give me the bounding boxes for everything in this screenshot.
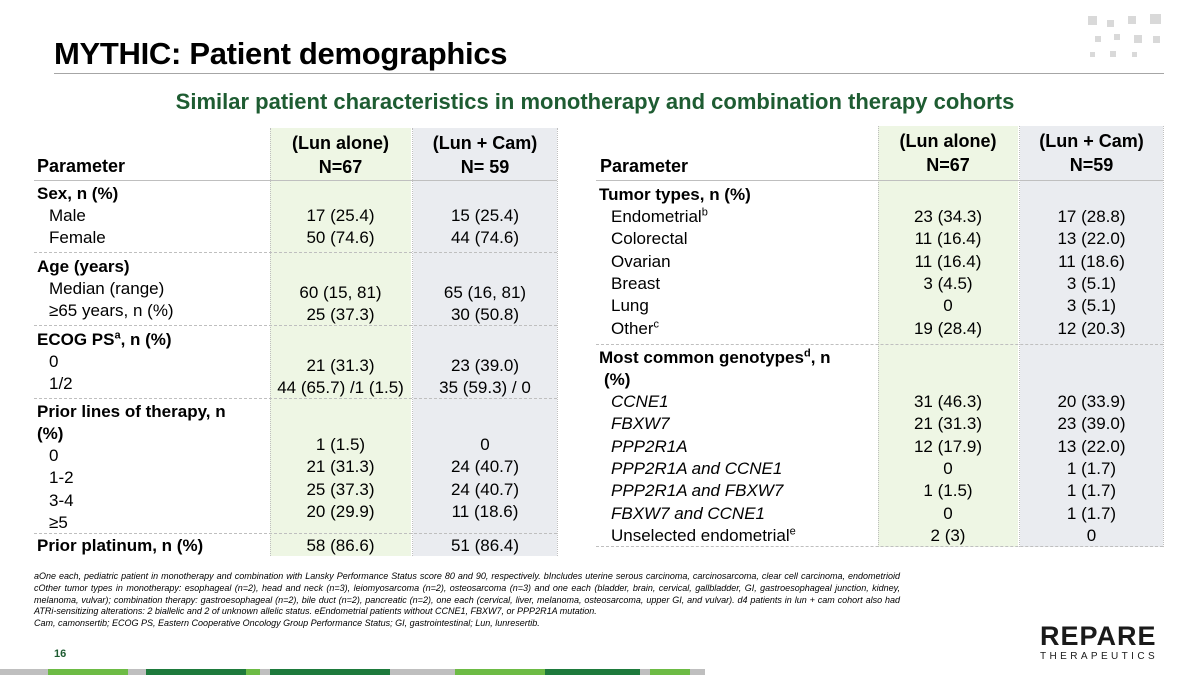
left-col2-prior-lines: 0 24 (40.7) 24 (40.7) 11 (18.6) xyxy=(450,435,520,521)
left-group-label-sex: Sex, n (%) xyxy=(37,184,119,203)
tumor-row-col1: 0 xyxy=(943,296,953,316)
tumor-row-name: Breast xyxy=(611,273,661,293)
tumor-row-col2: 12 (20.3) xyxy=(1057,318,1126,338)
tumor-row-col2: 3 (5.1) xyxy=(1066,273,1117,293)
left-group-label-prior-lines: Prior lines of therapy, n (%) xyxy=(37,402,226,444)
tumor-row-col1: 23 (34.3) xyxy=(913,207,983,226)
left-col2-ecog: 23 (39.0) 35 (59.3) / 0 xyxy=(439,356,531,398)
tumor-row-col1: 11 (16.4) xyxy=(914,229,982,249)
left-col2-bg xyxy=(413,128,557,556)
left-group-rows-age: Median (range) ≥65 years, n (%) xyxy=(49,279,174,321)
genotypes-row-col2: 23 (39.0) xyxy=(1057,414,1126,434)
tumor-row-name: Ovarian xyxy=(611,251,671,271)
genotypes-row-name: FBXW7 and CCNE1 xyxy=(611,503,765,523)
genotypes-row-col2: 20 (33.9) xyxy=(1057,392,1126,411)
right-col1-header: (Lun alone) N=67 xyxy=(899,131,997,175)
left-col1-header: (Lun alone) N=67 xyxy=(292,133,389,177)
left-col1-sex: 17 (25.4) 50 (74.6) xyxy=(306,206,375,248)
footnote-abbreviations: Cam, camonsertib; ECOG PS, Eastern Coope… xyxy=(34,618,540,629)
left-group-rows-ecog: 0 1/2 xyxy=(49,352,73,394)
tumor-row-name: Colorectal xyxy=(611,229,688,249)
left-col1-prior-platinum: 58 (86.6) xyxy=(306,536,375,555)
genotypes-row-col1: 12 (17.9) xyxy=(913,436,983,456)
right-col2-bg xyxy=(1020,126,1163,547)
right-col2-header: (Lun + Cam) N=59 xyxy=(1039,131,1144,175)
left-group-label-age: Age (years) xyxy=(37,257,130,276)
left-group-rows-sex: Male Female xyxy=(49,206,106,248)
company-logo: REPARE THERAPEUTICS xyxy=(1040,622,1160,663)
logo-wordmark: REPARE xyxy=(1040,621,1157,651)
left-group-label-prior-platinum: Prior platinum, n (%) xyxy=(37,536,204,555)
left-col2-age: 65 (16, 81) 30 (50.8) xyxy=(443,283,527,325)
left-group-rows-prior-lines: 0 1-2 3-4 ≥5 xyxy=(49,446,74,532)
left-group-label-ecog: ECOG PSa, n (%) xyxy=(37,329,172,349)
tumor-row-name: Lung xyxy=(611,296,649,316)
genotypes-row-col2: 1 (1.7) xyxy=(1066,481,1117,501)
genotypes-row-name: PPP2R1A and FBXW7 xyxy=(611,481,784,501)
footnotes: aOne each, pediatric patient in monother… xyxy=(34,571,900,630)
left-col2-header: (Lun + Cam) N= 59 xyxy=(432,133,538,177)
genotypes-row-name: PPP2R1A and CCNE1 xyxy=(611,458,783,478)
page-title: MYTHIC: Patient demographics xyxy=(54,36,508,71)
tumor-row-col1: 19 (28.4) xyxy=(913,318,983,338)
left-param-header: Parameter xyxy=(37,156,126,176)
decorative-dot-grid xyxy=(1088,14,1168,60)
tumor-row-col2: 13 (22.0) xyxy=(1057,229,1126,249)
genotypes-row-col2: 0 xyxy=(1086,525,1097,545)
genotypes-row-col1: 1 (1.5) xyxy=(923,481,973,501)
bottom-color-bar xyxy=(0,669,1200,675)
tumor-row-col1: 11 (16.4) xyxy=(914,251,982,271)
genotypes-row-col1: 31 (46.3) xyxy=(913,392,983,411)
right-param-header: Parameter xyxy=(600,156,689,176)
logo-tagline: THERAPEUTICS xyxy=(1040,651,1159,662)
left-col2-prior-platinum: 51 (86.4) xyxy=(450,536,520,555)
genotypes-row-col1: 0 xyxy=(943,503,953,523)
genotypes-row-col1: 2 (3) xyxy=(930,525,966,545)
title-divider xyxy=(54,73,1164,74)
genotypes-row-col2: 1 (1.7) xyxy=(1066,503,1117,523)
genotypes-row-col2: 1 (1.7) xyxy=(1066,458,1117,478)
tumor-row-col2: 11 (18.6) xyxy=(1058,251,1125,271)
genotypes-row-name: Unselected endometriale xyxy=(611,525,796,545)
left-col1-bg xyxy=(270,128,411,556)
tumor-row-col2: 17 (28.8) xyxy=(1057,207,1126,226)
left-col1-prior-lines: 1 (1.5) 21 (31.3) 25 (37.3) 20 (29.9) xyxy=(306,435,375,521)
tumor-row-col1: 3 (4.5) xyxy=(923,273,973,293)
tumor-row-name: Endometrialb xyxy=(611,206,708,226)
tumor-row-name: Otherc xyxy=(611,317,660,338)
right-genotype-label: Most common genotypesd, n xyxy=(599,347,831,367)
genotypes-row-name: CCNE1 xyxy=(611,392,669,411)
right-col1-bg xyxy=(878,126,1018,547)
page-number: 16 xyxy=(54,648,67,660)
genotypes-row-col1: 21 (31.3) xyxy=(913,414,983,434)
left-col1-age: 60 (15, 81) 25 (37.3) xyxy=(299,283,382,325)
slide-subtitle: Similar patient characteristics in monot… xyxy=(175,89,1015,114)
tumor-row-col2: 3 (5.1) xyxy=(1066,296,1117,316)
genotypes-row-col2: 13 (22.0) xyxy=(1057,436,1126,456)
right-tumor-label: Tumor types, n (%) xyxy=(599,185,751,204)
left-col1-ecog: 21 (31.3) 44 (65.7) /1 (1.5) xyxy=(277,356,404,398)
genotypes-row-name: PPP2R1A xyxy=(611,436,688,456)
footnote-main: aOne each, pediatric patient in monother… xyxy=(34,571,900,617)
left-col2-sex: 15 (25.4) 44 (74.6) xyxy=(450,206,520,248)
right-genotype-label-line2: (%) xyxy=(604,370,631,389)
genotypes-row-name: FBXW7 xyxy=(611,414,670,434)
genotypes-row-col1: 0 xyxy=(943,458,953,478)
